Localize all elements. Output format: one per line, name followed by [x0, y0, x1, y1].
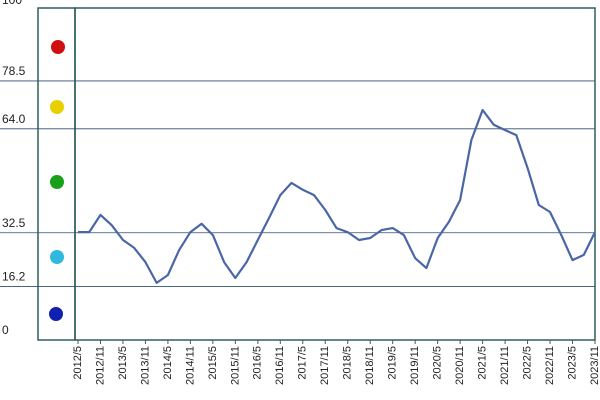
x-tick-label: 2016/11	[274, 346, 286, 385]
x-tick-label: 2022/11	[544, 346, 556, 385]
plot-frame	[74, 7, 596, 341]
indicator-dot	[49, 307, 63, 321]
x-tick-label: 2022/5	[521, 346, 533, 380]
x-tick-label: 2020/11	[454, 346, 466, 385]
indicator-dot	[50, 250, 64, 264]
x-tick-label: 2018/11	[364, 346, 376, 385]
x-tick-label: 2019/5	[387, 346, 399, 380]
x-tick-label: 2017/11	[319, 346, 331, 385]
y-tick-label: 0	[2, 323, 9, 337]
indicator-dot	[50, 175, 64, 189]
x-tick-label: 2023/11	[589, 346, 600, 385]
x-tick-label: 2014/11	[184, 346, 196, 385]
x-tick-label: 2023/5	[566, 346, 578, 380]
x-tick-label: 2014/5	[162, 346, 174, 380]
y-tick-label: 64.0	[2, 112, 26, 126]
x-tick-label: 2015/11	[229, 346, 241, 385]
x-tick-label: 2021/5	[477, 346, 489, 380]
y-tick-label: 100	[2, 0, 22, 7]
x-tick-label: 2019/11	[409, 346, 421, 385]
y-tick-label: 16.2	[2, 270, 26, 284]
data-line	[78, 108, 596, 284]
x-tick-label: 2018/5	[342, 346, 354, 380]
y-tick-label: 32.5	[2, 216, 26, 230]
x-tick-label: 2017/5	[297, 346, 309, 380]
x-tick-label: 2015/5	[207, 346, 219, 380]
indicator-dot	[50, 100, 64, 114]
y-tick-label: 78.5	[2, 64, 26, 78]
x-tick-label: 2013/11	[139, 346, 151, 385]
x-tick-label: 2012/5	[72, 346, 84, 380]
x-tick-label: 2016/5	[252, 346, 264, 380]
legend-panel	[37, 7, 76, 341]
indicator-dot	[51, 40, 65, 54]
x-tick-label: 2013/5	[117, 346, 129, 380]
x-tick-label: 2021/11	[499, 346, 511, 385]
x-tick-label: 2020/5	[432, 346, 444, 380]
x-tick-label: 2012/11	[94, 346, 106, 385]
